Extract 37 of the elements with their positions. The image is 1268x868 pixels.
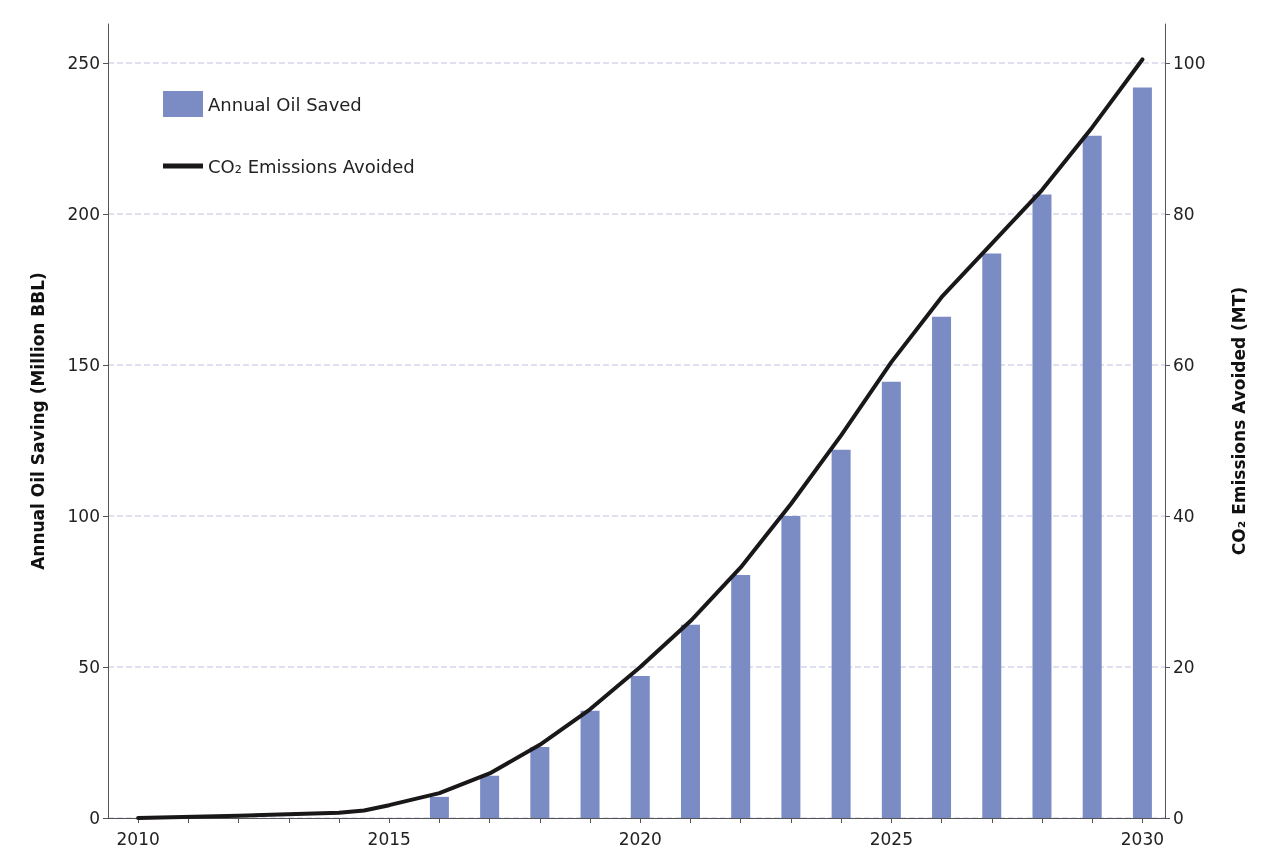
bar <box>1082 135 1102 818</box>
y-axis-title: Annual Oil Saving (Million BBL) <box>27 272 48 570</box>
bar <box>530 747 550 818</box>
y2-tick-label: 40 <box>1173 506 1195 527</box>
x-tick-label: 2010 <box>116 828 160 849</box>
bar <box>932 316 952 818</box>
y2-tick-label: 20 <box>1173 657 1195 678</box>
y2-tick-label: 60 <box>1173 355 1195 376</box>
y2-axis-title: CO₂ Emissions Avoided (MT) <box>1228 286 1249 556</box>
legend-label: Annual Oil Saved <box>208 93 362 115</box>
y2-tick-label: 80 <box>1173 204 1195 225</box>
bar <box>731 574 751 818</box>
y-tick-label: 250 <box>67 53 100 74</box>
bar <box>881 381 901 818</box>
line-series <box>136 57 1145 820</box>
bar <box>1132 87 1152 818</box>
x-tick-label: 2015 <box>367 828 411 849</box>
y-tick-label: 0 <box>89 808 100 828</box>
bar <box>781 516 801 818</box>
bar <box>1032 194 1052 818</box>
y2-tick-label: 100 <box>1173 53 1206 74</box>
x-tick-label: 2030 <box>1120 828 1165 849</box>
bar <box>982 253 1002 818</box>
y-tick-label: 150 <box>67 355 100 376</box>
bar <box>480 775 500 818</box>
y-tick-label: 50 <box>78 657 100 678</box>
bar <box>680 624 700 818</box>
bar <box>831 449 851 818</box>
x-tick-label: 2020 <box>618 828 662 849</box>
y-tick-label: 200 <box>67 204 100 225</box>
legend-label: CO₂ Emissions Avoided <box>208 155 415 177</box>
y-tick-label: 100 <box>67 506 100 527</box>
x-tick-label: 2025 <box>869 828 913 849</box>
y2-tick-label: 0 <box>1173 808 1184 828</box>
bar <box>630 676 650 818</box>
bar <box>429 796 449 818</box>
bar <box>580 710 600 818</box>
